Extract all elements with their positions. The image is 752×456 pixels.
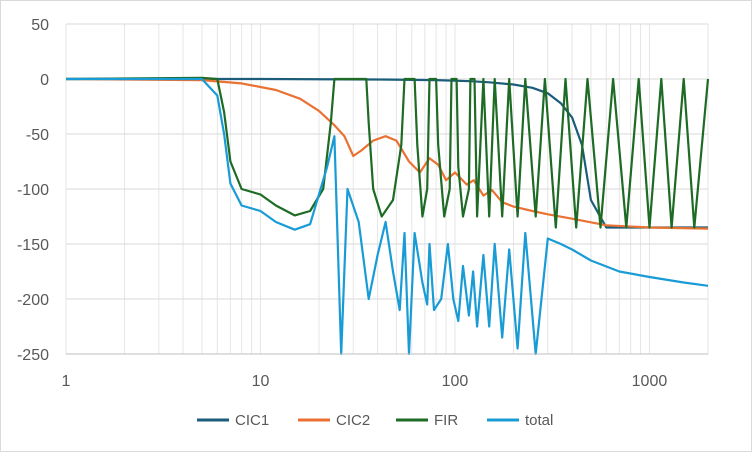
legend-label-cic1: CIC1: [235, 412, 269, 429]
legend-label-cic2: CIC2: [336, 412, 370, 429]
series-line-cic2: [65, 77, 709, 230]
y-tick-label: -100: [17, 182, 49, 199]
y-tick-label: 50: [31, 17, 49, 34]
series-line-fir: [65, 76, 710, 229]
legend-label-fir: FIR: [434, 412, 458, 429]
x-tick-label: 10: [252, 373, 270, 390]
x-tick-label: 1: [62, 373, 71, 390]
y-tick-label: -250: [17, 347, 49, 364]
y-tick-label: -200: [17, 292, 49, 309]
axes: 1 10 100 1000 50 0 -50 -100 -150 -200 -250: [17, 17, 708, 390]
x-tick-label: 1000: [632, 373, 668, 390]
y-tick-label: -150: [17, 237, 49, 254]
legend: CIC1 CIC2 FIR total: [197, 412, 553, 429]
x-tick-label: 100: [442, 373, 469, 390]
legend-label-total: total: [525, 412, 553, 429]
grid: [65, 23, 709, 355]
y-tick-label: -50: [26, 127, 49, 144]
y-tick-label: 0: [40, 72, 49, 89]
plot-series: [65, 76, 710, 356]
series-line-total: [66, 77, 709, 356]
